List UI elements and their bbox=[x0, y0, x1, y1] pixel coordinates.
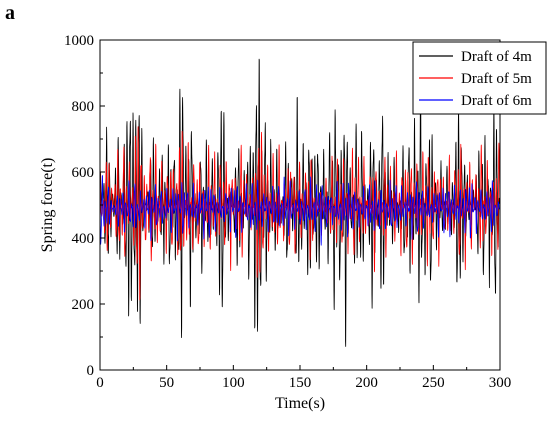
x-tick-label: 150 bbox=[289, 375, 312, 391]
series-layer bbox=[99, 58, 501, 347]
series-line bbox=[99, 115, 501, 301]
y-tick-label: 1000 bbox=[64, 33, 94, 49]
axes-layer: 0 50 100 150 200 250 300 0 200 400 600 800 1000 bbox=[64, 33, 511, 391]
legend: Draft of 4m Draft of 5m Draft of 6m bbox=[412, 41, 547, 115]
y-tick-label: 0 bbox=[87, 363, 95, 379]
legend-label: Draft of 5m bbox=[461, 71, 532, 87]
y-tick-label: 200 bbox=[72, 297, 95, 313]
x-tick-label: 300 bbox=[489, 375, 512, 391]
x-axis-label: Time(s) bbox=[275, 395, 325, 412]
y-axis-label: Spring force(t) bbox=[39, 158, 56, 253]
x-tick-label: 200 bbox=[355, 375, 378, 391]
y-tick-label: 400 bbox=[72, 231, 95, 247]
y-tick-label: 600 bbox=[72, 165, 95, 181]
x-tick-label: 0 bbox=[96, 375, 104, 391]
x-tick-label: 50 bbox=[159, 375, 174, 391]
legend-label: Draft of 4m bbox=[461, 49, 532, 65]
y-tick-label: 800 bbox=[72, 99, 95, 115]
panel-label: a bbox=[5, 2, 15, 24]
series-line bbox=[99, 175, 501, 246]
x-tick-label: 250 bbox=[422, 375, 445, 391]
x-tick-label: 100 bbox=[222, 375, 245, 391]
legend-label: Draft of 6m bbox=[461, 93, 532, 109]
